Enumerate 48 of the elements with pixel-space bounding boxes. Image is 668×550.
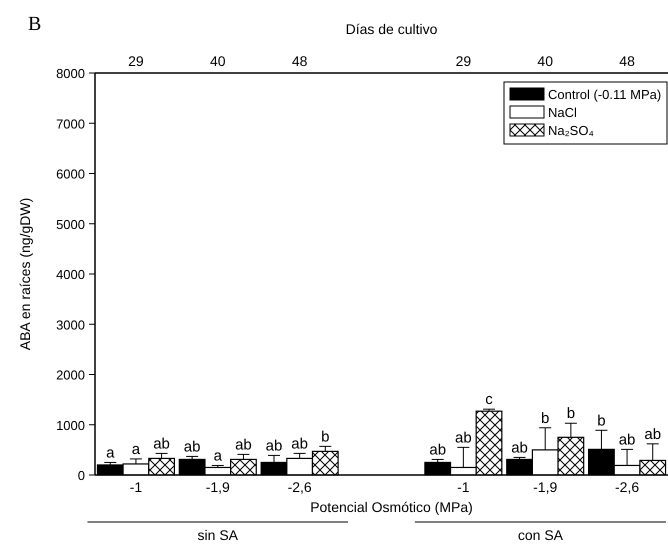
text: con SA [518,527,564,543]
y-tick-label: 4000 [56,267,85,282]
text: 29 [456,53,472,69]
x-tick-label: -1 [457,479,470,495]
y-tick-label: 2000 [56,368,85,382]
data-label: ab [266,437,282,454]
data-label: a [106,444,116,462]
chart-title: B [28,13,42,35]
x-tick-label: -1,9 [533,479,558,495]
data-label: a [214,447,223,464]
legend-label: Control (-0.11 MPa) [548,87,662,102]
data-label: ab [511,439,528,456]
x-tick-label: -2,6 [288,479,312,495]
y-tick-label: 6000 [56,166,85,182]
data-label: a [132,440,141,458]
legend-label: NaCl [548,105,578,120]
x-tick-label: -1 [130,479,142,495]
data-label: ab [184,438,200,456]
data-label: ab [291,435,308,452]
data-label: ab [429,441,446,458]
data-label: ab [644,426,662,443]
y-tick-label: 7000 [56,116,85,132]
y-tick-label: 5000 [56,216,85,232]
text: 29 [128,53,144,69]
y-axis-title: ABA en raíces (ng/gDW) [17,198,33,350]
data-label: b [321,428,330,446]
y-tick-label: 8000 [56,66,85,81]
x-tick-label: -1,9 [206,479,230,495]
text: 48 [292,53,308,69]
data-label: ab [235,436,252,454]
text: 40 [537,53,554,69]
data-label: ab [153,435,170,452]
legend-label: Na₂SO₄ [548,123,594,138]
y-tick-label: 1000 [56,418,85,433]
y-tick-label: 0 [78,468,85,483]
x-axis-title: Potencial Osmótico (MPa) [310,499,473,515]
text: 40 [210,53,226,69]
data-label: b [566,405,576,422]
text: 48 [619,53,636,69]
data-label: b [541,410,550,427]
x2-axis-title: Días de cultivo [346,21,438,37]
data-label: c [485,391,494,408]
data-label: b [597,412,606,430]
x-tick-label: -2,6 [615,479,640,495]
data-label: ab [618,431,636,448]
text: sin SA [198,527,239,543]
y-tick-label: 3000 [56,317,85,332]
data-label: ab [455,429,472,446]
